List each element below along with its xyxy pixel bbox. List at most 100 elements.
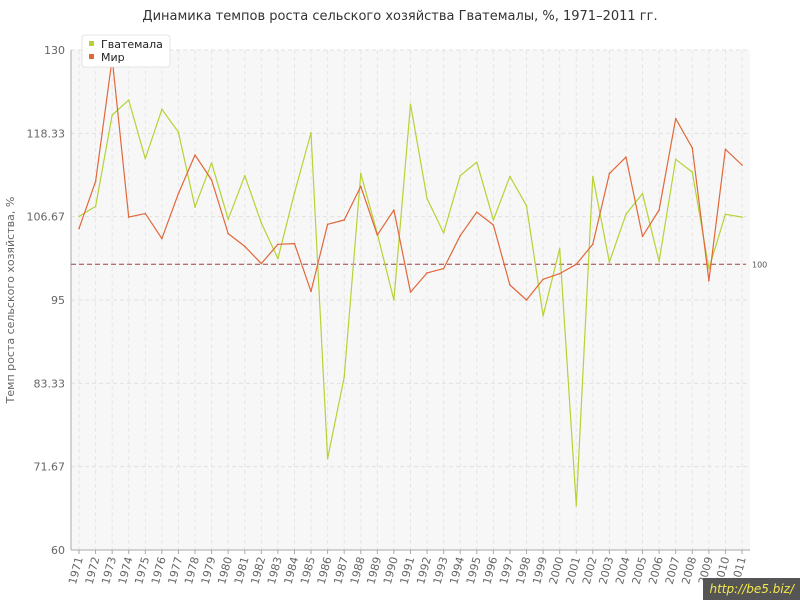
point-world xyxy=(641,235,644,238)
point-guatemala xyxy=(741,216,743,218)
grid xyxy=(71,49,750,551)
legend-swatch-guatemala xyxy=(89,41,94,46)
chart-title: Динамика темпов роста сельского хозяйств… xyxy=(142,9,658,24)
point-world xyxy=(442,267,445,270)
point-world xyxy=(359,185,362,188)
point-world xyxy=(376,234,379,236)
point-guatemala xyxy=(625,213,627,216)
point-guatemala xyxy=(326,457,329,460)
point-world xyxy=(260,262,263,265)
point-world xyxy=(542,278,544,281)
point-guatemala xyxy=(393,299,395,301)
point-world xyxy=(78,227,80,230)
y-tick-label: 106.67 xyxy=(27,211,66,224)
point-guatemala xyxy=(674,158,677,161)
point-guatemala xyxy=(459,174,462,177)
point-world xyxy=(144,212,147,215)
point-guatemala xyxy=(127,99,130,101)
point-guatemala xyxy=(724,213,727,216)
point-guatemala xyxy=(210,162,213,164)
point-world xyxy=(177,192,180,195)
point-guatemala xyxy=(359,172,362,175)
point-world xyxy=(293,242,296,245)
point-world xyxy=(525,299,528,301)
point-world xyxy=(492,224,495,226)
watermark[interactable]: http://be5.biz/ xyxy=(703,578,800,600)
point-guatemala xyxy=(641,192,644,195)
point-guatemala xyxy=(144,157,147,160)
point-world xyxy=(227,232,229,235)
y-tick-label: 71.67 xyxy=(34,461,66,474)
point-world xyxy=(94,180,97,183)
point-world xyxy=(194,154,196,156)
legend-swatch-world xyxy=(89,54,94,59)
point-world xyxy=(426,272,428,274)
point-world xyxy=(409,291,412,293)
point-world xyxy=(310,290,312,293)
point-guatemala xyxy=(492,219,495,221)
point-world xyxy=(343,219,346,221)
point-world xyxy=(691,147,694,149)
point-world xyxy=(625,156,627,158)
point-guatemala xyxy=(194,206,196,208)
point-world xyxy=(708,279,710,282)
legend-label-world: Мир xyxy=(101,51,125,64)
point-world xyxy=(724,148,727,151)
point-world xyxy=(393,209,395,211)
point-world xyxy=(592,243,594,246)
legend: Гватемала Мир xyxy=(81,34,171,68)
point-guatemala xyxy=(658,260,660,263)
point-world xyxy=(161,237,163,240)
point-guatemala xyxy=(442,232,445,234)
point-guatemala xyxy=(476,161,478,163)
y-axis-label: Темп роста сельского хозяйства, % xyxy=(4,197,17,405)
point-world xyxy=(326,223,329,226)
point-world xyxy=(509,284,511,286)
point-guatemala xyxy=(260,222,263,224)
point-guatemala xyxy=(575,504,578,507)
point-guatemala xyxy=(343,376,346,378)
point-world xyxy=(476,211,478,213)
point-guatemala xyxy=(592,175,594,178)
point-guatemala xyxy=(161,108,163,111)
y-tick-label: 60 xyxy=(51,544,65,557)
point-guatemala xyxy=(691,171,694,173)
point-guatemala xyxy=(542,314,544,317)
point-guatemala xyxy=(94,205,97,208)
legend-box xyxy=(81,34,171,68)
point-guatemala xyxy=(243,174,246,177)
point-guatemala xyxy=(78,215,80,218)
point-world xyxy=(658,209,660,211)
y-tick-label: 95 xyxy=(51,294,65,307)
series-group xyxy=(78,57,743,507)
point-guatemala xyxy=(608,261,611,263)
point-guatemala xyxy=(409,103,412,106)
point-guatemala xyxy=(111,114,113,116)
point-guatemala xyxy=(509,175,511,178)
point-guatemala xyxy=(177,131,180,133)
point-guatemala xyxy=(277,257,279,260)
y-tick-label: 130 xyxy=(44,44,65,57)
reference-line-group: 100 xyxy=(71,260,767,269)
point-world xyxy=(277,243,279,246)
point-guatemala xyxy=(525,204,528,207)
point-guatemala xyxy=(708,267,710,270)
y-tick-label: 118.33 xyxy=(27,127,66,140)
point-world xyxy=(608,172,611,175)
point-world xyxy=(243,245,246,248)
point-world xyxy=(558,272,561,275)
point-guatemala xyxy=(558,247,561,250)
point-world xyxy=(210,179,213,181)
point-world xyxy=(459,234,462,237)
point-guatemala xyxy=(310,132,312,134)
y-tick-label: 83.33 xyxy=(34,377,66,390)
point-world xyxy=(127,216,130,218)
point-world xyxy=(674,117,677,120)
point-guatemala xyxy=(227,218,229,221)
point-guatemala xyxy=(426,197,428,200)
point-world xyxy=(575,263,578,266)
point-world xyxy=(741,164,743,166)
point-guatemala xyxy=(293,192,296,194)
reference-line-label: 100 xyxy=(752,260,767,269)
